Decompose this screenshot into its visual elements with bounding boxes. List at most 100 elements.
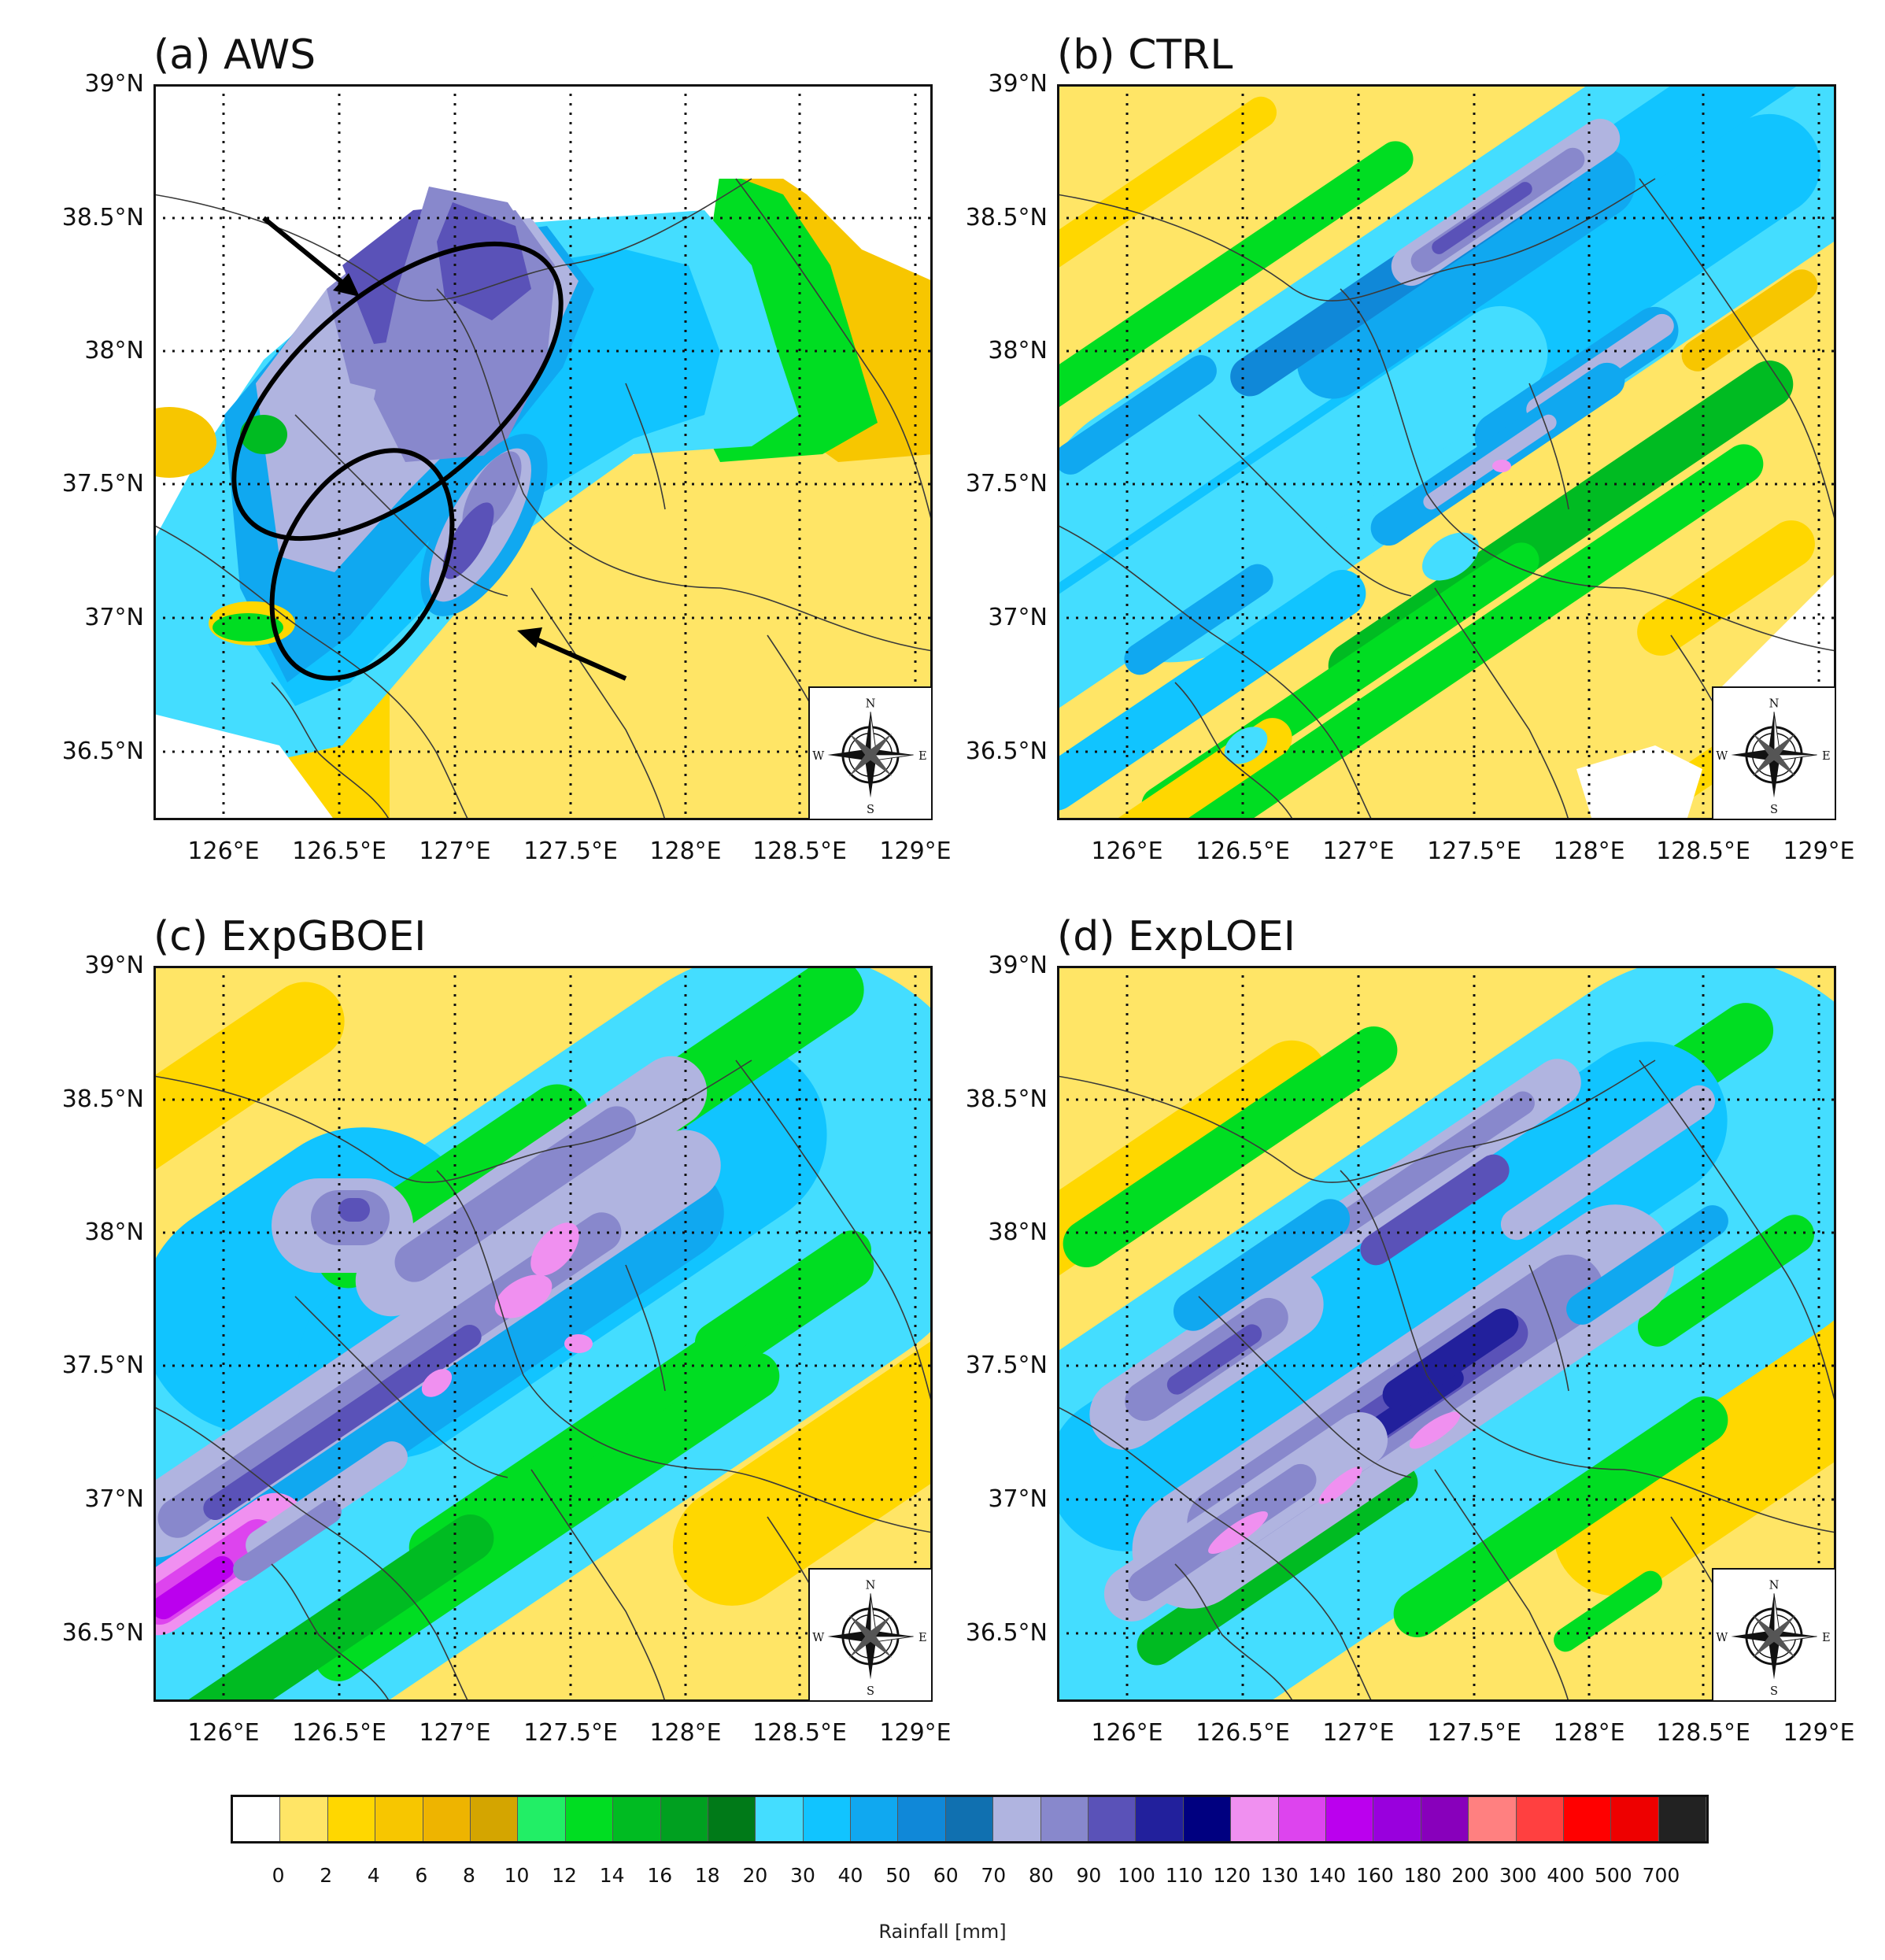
colorbar-swatch xyxy=(280,1797,328,1841)
lon-label: 129°E xyxy=(1783,1719,1855,1747)
lon-label: 128°E xyxy=(649,838,722,865)
colorbar-swatch xyxy=(1469,1797,1517,1841)
lon-label: 126°E xyxy=(1091,1719,1163,1747)
compass-west-label: W xyxy=(812,1631,824,1644)
lat-label: 39°N xyxy=(988,70,1048,98)
lat-label: 38.5°N xyxy=(61,1085,144,1113)
admin-borders-c xyxy=(153,1060,933,1702)
colorbar-swatch xyxy=(1231,1797,1279,1841)
colorbar-tick-label: 500 xyxy=(1594,1864,1632,1887)
lon-label: 126.5°E xyxy=(292,1719,386,1747)
colorbar-swatch xyxy=(233,1797,281,1841)
lon-label: 128°E xyxy=(1553,838,1625,865)
lon-label: 129°E xyxy=(879,838,952,865)
colorbar-swatch xyxy=(1278,1797,1326,1841)
admin-borders-b xyxy=(1057,178,1836,820)
lat-label: 36.5°N xyxy=(965,738,1048,765)
compass-north-label: N xyxy=(1769,1579,1780,1592)
map-panel-c xyxy=(153,966,933,1702)
colorbar-tick-label: 90 xyxy=(1076,1864,1102,1887)
lat-label: 36.5°N xyxy=(61,1619,144,1647)
colorbar-tick-label: 8 xyxy=(462,1864,475,1887)
colorbar-tick-label: 110 xyxy=(1165,1864,1203,1887)
lon-label: 126°E xyxy=(187,838,260,865)
compass-north-label: N xyxy=(866,697,876,711)
compass-north-label: N xyxy=(866,1579,876,1592)
compass-rose-icon: N S E W xyxy=(808,686,933,820)
colorbar-swatch xyxy=(518,1797,566,1841)
colorbar-tick-label: 50 xyxy=(885,1864,911,1887)
colorbar-tick-label: 0 xyxy=(272,1864,285,1887)
lon-label: 129°E xyxy=(879,1719,952,1747)
lat-label: 39°N xyxy=(988,952,1048,979)
lat-label: 37.5°N xyxy=(965,1352,1048,1379)
lat-label: 38°N xyxy=(988,337,1048,364)
colorbar-swatch xyxy=(1325,1797,1374,1841)
lon-label: 128.5°E xyxy=(1656,1719,1750,1747)
colorbar-tick-label: 200 xyxy=(1451,1864,1489,1887)
compass-south-label: S xyxy=(867,803,874,816)
compass-west-label: W xyxy=(1716,749,1728,763)
lon-label: 126°E xyxy=(1091,838,1163,865)
compass-east-label: E xyxy=(1822,749,1831,763)
lon-label: 126.5°E xyxy=(1196,1719,1290,1747)
lon-label: 129°E xyxy=(1783,838,1855,865)
colorbar-swatch xyxy=(803,1797,852,1841)
colorbar-swatch xyxy=(1658,1797,1707,1841)
colorbar-swatch xyxy=(708,1797,756,1841)
compass-rose-icon: N S E W xyxy=(1712,686,1836,820)
compass-west-label: W xyxy=(1716,1631,1728,1644)
lon-label: 128.5°E xyxy=(1656,838,1750,865)
compass-south-label: S xyxy=(1770,1684,1778,1698)
rainfall-field-d xyxy=(1057,966,1836,1702)
compass-west-label: W xyxy=(812,749,824,763)
lon-label: 126°E xyxy=(187,1719,260,1747)
lon-label: 127.5°E xyxy=(523,1719,618,1747)
lat-label: 38°N xyxy=(988,1219,1048,1246)
colorbar-tick-label: 120 xyxy=(1213,1864,1251,1887)
colorbar-tick-label: 60 xyxy=(933,1864,959,1887)
compass-east-label: E xyxy=(1822,1631,1831,1644)
colorbar-swatch xyxy=(756,1797,804,1841)
rainfall-field-a xyxy=(153,84,933,820)
lat-label: 38.5°N xyxy=(965,204,1048,231)
colorbar xyxy=(231,1795,1709,1844)
lon-label: 128°E xyxy=(1553,1719,1625,1747)
compass-rose-icon: N S E W xyxy=(1712,1568,1836,1702)
lat-label: 37.5°N xyxy=(965,470,1048,497)
lon-label: 128°E xyxy=(649,1719,722,1747)
colorbar-swatch xyxy=(1611,1797,1659,1841)
panel-c-title: (c) ExpGBOEI xyxy=(153,913,427,960)
colorbar-label: Rainfall [mm] xyxy=(878,1921,1007,1943)
lat-label: 37°N xyxy=(84,1485,144,1513)
colorbar-swatch xyxy=(945,1797,994,1841)
lat-label: 37°N xyxy=(988,1485,1048,1513)
rainfall-field-c xyxy=(153,966,933,1702)
lat-label: 37.5°N xyxy=(61,470,144,497)
colorbar-swatch xyxy=(993,1797,1041,1841)
colorbar-swatch xyxy=(470,1797,519,1841)
graticule-b xyxy=(1057,84,1836,820)
lon-label: 127°E xyxy=(1322,1719,1395,1747)
lat-label: 38.5°N xyxy=(965,1085,1048,1113)
lon-label: 126.5°E xyxy=(1196,838,1290,865)
map-panel-a xyxy=(153,84,933,820)
lon-label: 127.5°E xyxy=(523,838,618,865)
colorbar-tick-label: 180 xyxy=(1403,1864,1442,1887)
colorbar-tick-label: 700 xyxy=(1642,1864,1680,1887)
colorbar-tick-label: 20 xyxy=(742,1864,768,1887)
colorbar-swatch xyxy=(898,1797,946,1841)
colorbar-swatch xyxy=(1373,1797,1421,1841)
colorbar-tick-label: 18 xyxy=(694,1864,720,1887)
colorbar-swatch xyxy=(851,1797,899,1841)
colorbar-swatch xyxy=(1421,1797,1469,1841)
colorbar-tick-label: 4 xyxy=(367,1864,380,1887)
colorbar-tick-label: 70 xyxy=(981,1864,1007,1887)
lat-label: 37°N xyxy=(988,604,1048,631)
lon-label: 127°E xyxy=(419,838,491,865)
colorbar-swatch xyxy=(375,1797,423,1841)
colorbar-tick-label: 16 xyxy=(647,1864,673,1887)
colorbar-tick-label: 80 xyxy=(1028,1864,1054,1887)
colorbar-tick-label: 100 xyxy=(1118,1864,1155,1887)
lon-label: 127°E xyxy=(1322,838,1395,865)
